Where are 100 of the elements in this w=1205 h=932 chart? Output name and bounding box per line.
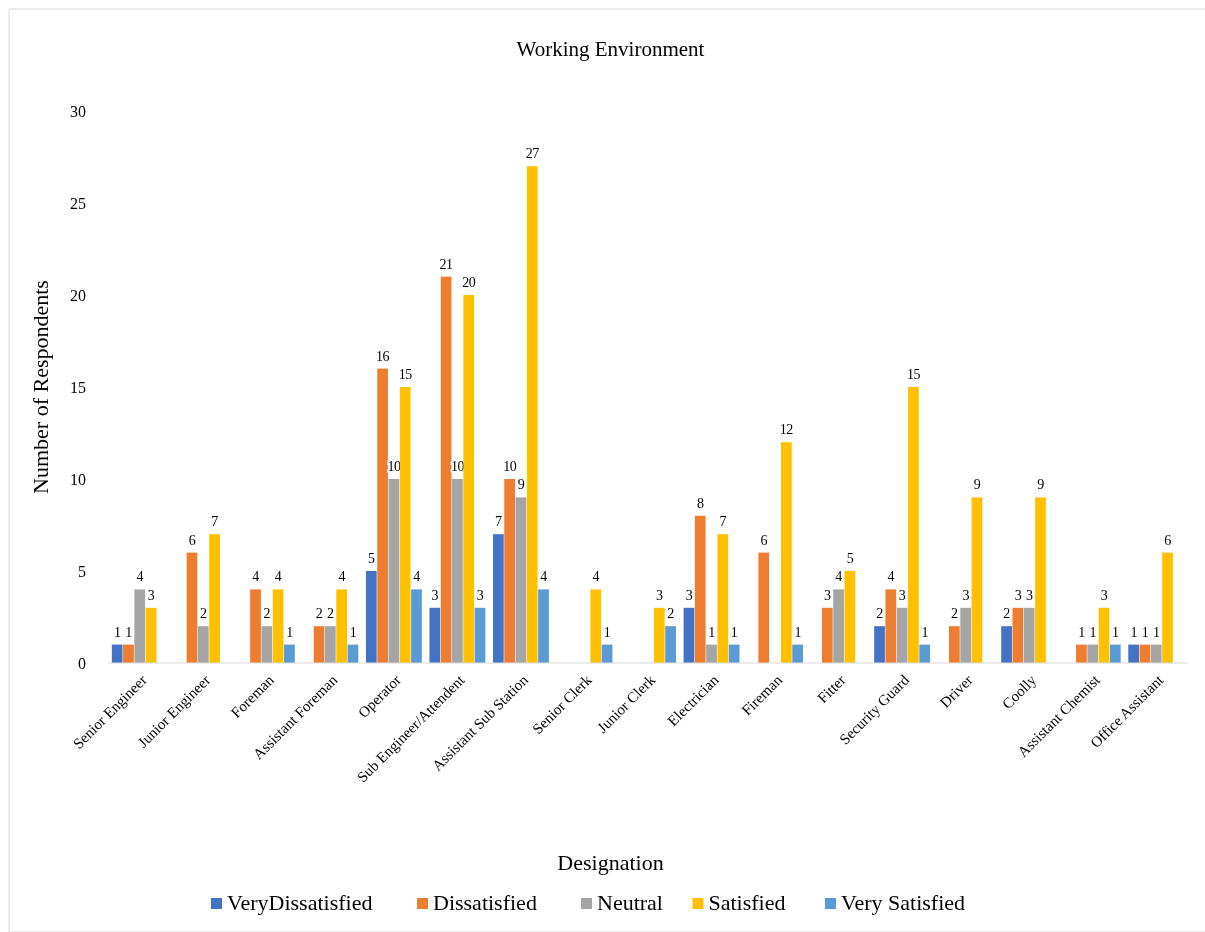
data-label: 4 (540, 569, 548, 585)
bar (665, 626, 676, 663)
y-tick-label: 25 (70, 194, 86, 212)
data-label: 2 (876, 606, 884, 622)
bar (1012, 607, 1024, 663)
data-label: 5 (368, 551, 376, 566)
data-label: 1 (730, 624, 738, 640)
bar (1023, 607, 1035, 663)
data-label: 7 (211, 514, 219, 530)
data-label: 3 (431, 587, 439, 603)
data-label: 5 (846, 551, 854, 566)
bar (365, 571, 377, 663)
data-label: 2 (315, 606, 323, 622)
data-label: 1 (708, 624, 716, 640)
data-label: 27 (525, 146, 540, 162)
bar (717, 534, 729, 663)
bar (844, 571, 856, 663)
data-label: 7 (495, 514, 503, 530)
bar (515, 497, 527, 663)
bar (197, 626, 209, 663)
bar (134, 589, 146, 663)
bar (1128, 644, 1140, 663)
data-label: 1 (349, 624, 357, 640)
bar (336, 589, 348, 663)
bar (452, 479, 463, 663)
data-label: 1 (794, 624, 802, 640)
bar (474, 607, 486, 663)
data-label: 3 (824, 587, 832, 603)
bar (209, 534, 220, 663)
data-label: 2 (951, 606, 959, 622)
legend-label: Neutral (597, 890, 663, 915)
data-label: 1 (113, 624, 121, 640)
data-label: 4 (252, 569, 260, 585)
bar (948, 626, 960, 663)
data-label: 2 (667, 606, 675, 622)
data-label: 10 (503, 459, 517, 474)
bar (123, 644, 134, 663)
data-label: 9 (973, 477, 981, 493)
data-label: 4 (274, 569, 282, 585)
bar (833, 589, 844, 663)
bar (874, 626, 885, 663)
bar (896, 607, 908, 663)
bar (1001, 626, 1012, 663)
bar (1076, 644, 1087, 663)
bar (694, 515, 706, 663)
data-label: 3 (147, 587, 155, 603)
bar (1035, 497, 1046, 663)
bar (526, 166, 538, 663)
y-tick-label: 15 (70, 378, 86, 396)
data-label: 16 (376, 348, 390, 364)
bar (399, 387, 411, 663)
data-label: 2 (1003, 606, 1011, 622)
data-label: 4 (338, 569, 346, 585)
data-label: 6 (1164, 532, 1172, 548)
data-label: 15 (906, 367, 921, 382)
data-label: 6 (760, 532, 768, 548)
chart-title: Working Environment (516, 37, 705, 61)
data-label: 12 (779, 422, 794, 438)
data-label: 1 (603, 624, 611, 640)
data-label: 9 (517, 477, 525, 493)
legend-label: VeryDissatisfied (227, 890, 373, 915)
y-tick-label: 5 (78, 562, 86, 580)
data-label: 3 (685, 587, 693, 603)
bar (492, 534, 504, 663)
bar (885, 589, 897, 663)
data-label: 3 (476, 587, 484, 603)
data-label: 6 (188, 532, 196, 548)
bar (653, 607, 665, 663)
data-label: 1 (1141, 624, 1149, 640)
data-label: 4 (413, 569, 421, 585)
bar (683, 607, 695, 663)
data-label: 1 (1089, 624, 1097, 640)
bar (971, 497, 983, 663)
x-axis-title: Designation (557, 850, 664, 875)
bar (919, 644, 931, 663)
data-label: 3 (962, 587, 970, 603)
bar (111, 644, 123, 663)
bar (429, 607, 441, 663)
bar (504, 479, 516, 663)
data-label: 1 (1078, 624, 1086, 640)
y-tick-label: 0 (78, 654, 86, 672)
legend-label: Satisfied (708, 890, 786, 915)
data-label: 8 (696, 495, 704, 511)
bar (313, 626, 325, 663)
bar (186, 552, 198, 663)
data-label: 2 (327, 606, 335, 622)
data-label: 1 (921, 624, 929, 640)
y-axis-title: Number of Respondents (28, 280, 53, 494)
data-label: 15 (398, 367, 413, 382)
data-label: 4 (835, 569, 843, 585)
data-label: 1 (1152, 624, 1160, 640)
bar (272, 589, 284, 663)
data-label: 3 (1014, 587, 1022, 603)
bar (261, 626, 273, 663)
bar (780, 442, 792, 663)
y-tick-label: 20 (70, 286, 86, 304)
bar (1098, 607, 1110, 663)
bar (250, 589, 261, 663)
legend-label: Dissatisfied (433, 890, 537, 915)
bar (1162, 552, 1173, 663)
